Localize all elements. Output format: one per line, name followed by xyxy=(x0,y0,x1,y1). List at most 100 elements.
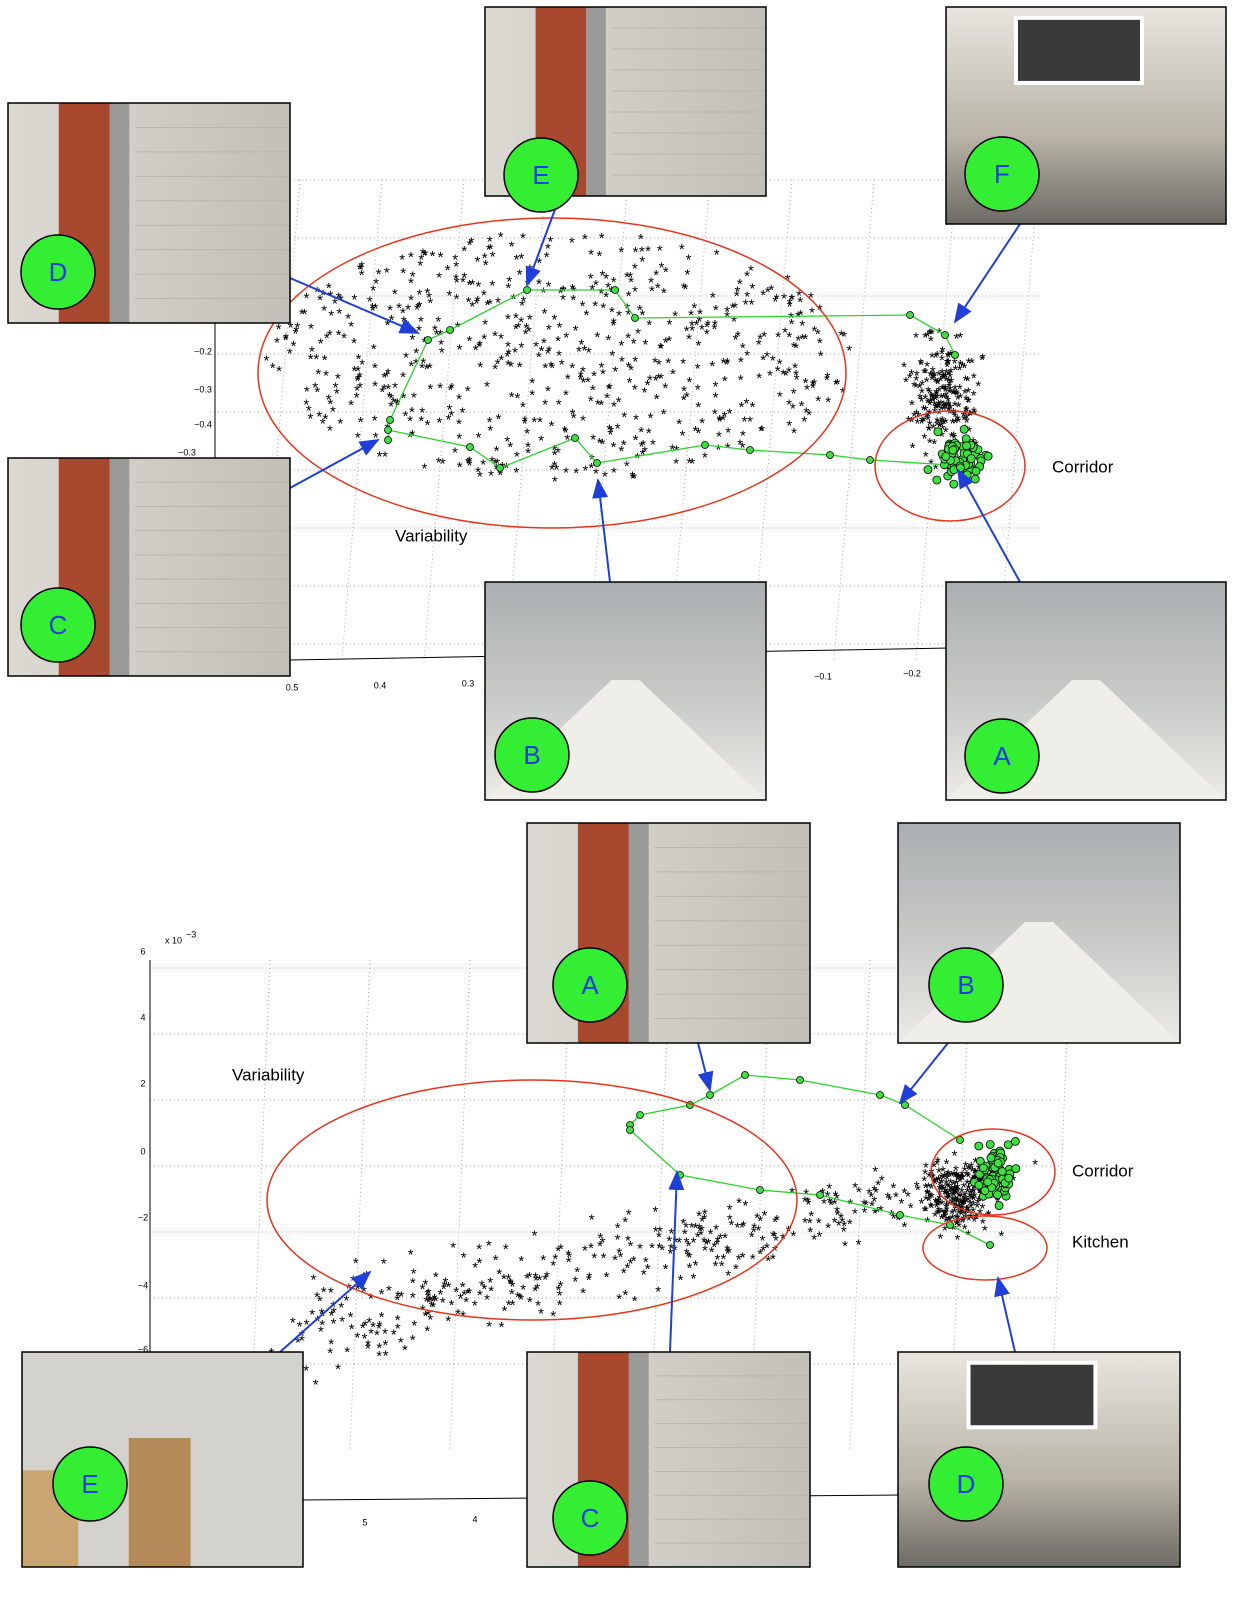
scatter-point: * xyxy=(556,397,562,414)
scatter-point: * xyxy=(523,326,529,343)
scatter-point: * xyxy=(370,303,376,320)
scatter-point: * xyxy=(852,1206,858,1223)
scatter-point: * xyxy=(975,378,981,395)
scatter-point: * xyxy=(541,285,547,302)
scatter-point: * xyxy=(749,281,755,298)
scatter-point: * xyxy=(741,1218,747,1235)
scatter-point: * xyxy=(943,1186,949,1203)
scatter-point: * xyxy=(586,1272,592,1289)
scatter-point: * xyxy=(952,1185,958,1202)
scatter-point: * xyxy=(943,399,949,416)
scatter-point: * xyxy=(793,340,799,357)
scatter-point: * xyxy=(966,355,972,372)
scatter-point: * xyxy=(676,1235,682,1252)
scatter-point: * xyxy=(320,416,326,433)
cluster-node xyxy=(997,1167,1007,1176)
scatter-point: * xyxy=(430,248,436,265)
scatter-point: * xyxy=(717,413,723,430)
scatter-point: * xyxy=(695,1229,701,1246)
scatter-point: * xyxy=(731,313,737,330)
scatter-point: * xyxy=(309,343,315,360)
scatter-point: * xyxy=(791,339,797,356)
scatter-point: * xyxy=(287,345,293,362)
scatter-point: * xyxy=(941,381,947,398)
scatter-point: * xyxy=(683,1220,689,1237)
scatter-point: * xyxy=(498,352,504,369)
scatter-point: * xyxy=(964,410,970,427)
scatter-point: * xyxy=(520,1281,526,1298)
scatter-point: * xyxy=(932,405,938,422)
scatter-point: * xyxy=(657,1223,663,1240)
scatter-point: * xyxy=(944,1172,950,1189)
scatter-point: * xyxy=(504,348,510,365)
scatter-point: * xyxy=(761,328,767,345)
scatter-point: * xyxy=(689,1220,695,1237)
scatter-point: * xyxy=(359,259,365,276)
cluster-node xyxy=(962,441,971,451)
scatter-point: * xyxy=(381,1256,387,1273)
scatter-point: * xyxy=(976,1193,982,1210)
scatter-point: * xyxy=(534,1281,540,1298)
scatter-point: * xyxy=(966,423,972,440)
scatter-point: * xyxy=(967,1177,973,1194)
scatter-point: * xyxy=(638,424,644,441)
scatter-point: * xyxy=(759,423,765,440)
scatter-point: * xyxy=(690,1271,696,1288)
scatter-point: * xyxy=(379,384,385,401)
scatter-point: * xyxy=(460,1279,466,1296)
scatter-point: * xyxy=(962,1196,968,1213)
scatter-point: * xyxy=(847,1196,853,1213)
scatter-point: * xyxy=(941,398,947,415)
cluster-node xyxy=(983,1177,993,1187)
scatter-point: * xyxy=(797,294,803,311)
scatter-point: * xyxy=(433,1269,439,1286)
scatter-point: * xyxy=(714,1252,720,1269)
scatter-point: * xyxy=(1032,1156,1038,1173)
scatter-point: * xyxy=(788,310,794,327)
scatter-point: * xyxy=(454,275,460,292)
scatter-point: * xyxy=(925,412,931,429)
scatter-point: * xyxy=(476,279,482,296)
scatter-point: * xyxy=(923,1203,929,1220)
scatter-point: * xyxy=(938,416,944,433)
scatter-point: * xyxy=(656,1229,662,1246)
scatter-point: * xyxy=(968,1186,974,1203)
scatter-point: * xyxy=(929,349,935,366)
scatter-point: * xyxy=(720,412,726,429)
scatter-point: * xyxy=(304,1316,310,1333)
scatter-point: * xyxy=(734,1219,740,1236)
scatter-point: * xyxy=(702,450,708,467)
scatter-point: * xyxy=(625,330,631,347)
scatter-point: * xyxy=(456,391,462,408)
scatter-point: * xyxy=(932,374,938,391)
scatter-point: * xyxy=(955,1180,961,1197)
scatter-point: * xyxy=(942,1186,948,1203)
scatter-point: * xyxy=(936,1173,942,1190)
scatter-point: * xyxy=(875,1204,881,1221)
scatter-point: * xyxy=(699,1223,705,1240)
scatter-point: * xyxy=(956,1219,962,1236)
scatter-point: * xyxy=(632,1293,638,1310)
scatter-point: * xyxy=(661,406,667,423)
scatter-point: * xyxy=(308,351,314,368)
scatter-point: * xyxy=(514,448,520,465)
scatter-point: * xyxy=(445,262,451,279)
scatter-point: * xyxy=(786,417,792,434)
scatter-point: * xyxy=(449,1297,455,1314)
scatter-point: * xyxy=(370,283,376,300)
scatter-point: * xyxy=(657,1240,663,1257)
scatter-point: * xyxy=(959,1171,965,1188)
tick-label: −0.2 xyxy=(903,668,921,678)
scatter-point: * xyxy=(679,241,685,258)
scatter-point: * xyxy=(936,400,942,417)
scatter-point: * xyxy=(440,1294,446,1311)
scatter-point: * xyxy=(555,445,561,462)
scatter-point: * xyxy=(792,360,798,377)
scatter-point: * xyxy=(331,1316,337,1333)
scatter-point: * xyxy=(594,329,600,346)
scatter-point: * xyxy=(536,255,542,272)
scatter-point: * xyxy=(621,1265,627,1282)
scatter-point: * xyxy=(972,1165,978,1182)
tick-label: −2 xyxy=(138,1212,148,1222)
photo-frame xyxy=(628,823,649,1043)
